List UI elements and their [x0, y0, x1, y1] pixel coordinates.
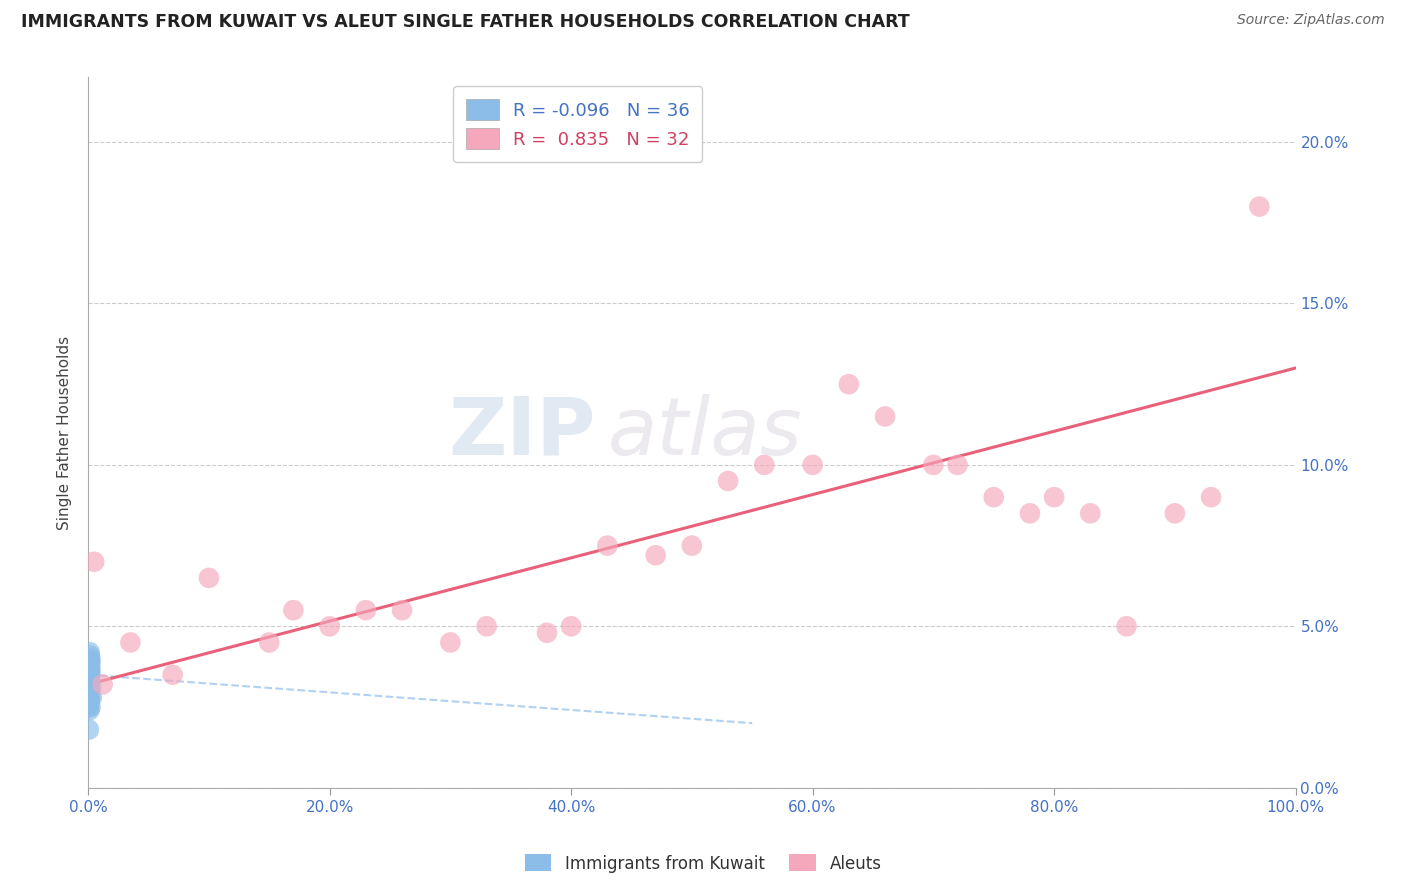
Text: ZIP: ZIP: [449, 393, 595, 472]
Point: [259, 635, 281, 649]
Point: [120, 635, 142, 649]
Point: [77, 677, 100, 691]
Point: [1078, 506, 1101, 520]
Point: [79, 658, 101, 673]
Y-axis label: Single Father Households: Single Father Households: [58, 335, 72, 530]
Point: [79, 671, 101, 685]
Point: [1043, 490, 1066, 504]
Point: [79, 677, 101, 691]
Point: [318, 619, 340, 633]
Point: [1199, 490, 1222, 504]
Point: [79, 648, 101, 663]
Point: [1019, 506, 1042, 520]
Point: [754, 458, 776, 472]
Point: [838, 377, 860, 392]
Point: [198, 571, 221, 585]
Point: [79, 684, 101, 698]
Point: [162, 667, 184, 681]
Point: [79, 658, 101, 673]
Point: [80, 681, 103, 695]
Point: [1249, 200, 1271, 214]
Point: [77, 700, 100, 714]
Point: [983, 490, 1005, 504]
Point: [77, 674, 100, 689]
Point: [596, 539, 619, 553]
Point: [79, 674, 101, 689]
Point: [77, 687, 100, 701]
Point: [77, 684, 100, 698]
Point: [536, 625, 558, 640]
Point: [354, 603, 377, 617]
Point: [77, 687, 100, 701]
Point: [77, 681, 100, 695]
Point: [77, 723, 100, 737]
Point: [79, 671, 101, 685]
Text: atlas: atlas: [607, 393, 801, 472]
Point: [77, 667, 100, 681]
Point: [283, 603, 305, 617]
Point: [922, 458, 945, 472]
Point: [91, 677, 114, 691]
Point: [77, 665, 100, 679]
Point: [79, 703, 101, 717]
Point: [79, 693, 101, 707]
Point: [560, 619, 582, 633]
Point: [79, 661, 101, 675]
Point: [946, 458, 969, 472]
Point: [80, 690, 103, 705]
Point: [79, 645, 101, 659]
Point: [79, 665, 101, 679]
Point: [475, 619, 498, 633]
Point: [1164, 506, 1187, 520]
Point: [83, 555, 105, 569]
Point: [439, 635, 461, 649]
Point: [79, 655, 101, 669]
Point: [77, 697, 100, 711]
Point: [873, 409, 896, 424]
Point: [79, 693, 101, 707]
Point: [644, 549, 666, 563]
Text: Source: ZipAtlas.com: Source: ZipAtlas.com: [1237, 13, 1385, 28]
Point: [79, 690, 101, 705]
Point: [79, 651, 101, 665]
Point: [717, 474, 740, 488]
Point: [681, 539, 703, 553]
Point: [79, 665, 101, 679]
Legend: R = -0.096   N = 36, R =  0.835   N = 32: R = -0.096 N = 36, R = 0.835 N = 32: [453, 87, 703, 161]
Point: [391, 603, 413, 617]
Legend: Immigrants from Kuwait, Aleuts: Immigrants from Kuwait, Aleuts: [517, 847, 889, 880]
Point: [1115, 619, 1137, 633]
Text: IMMIGRANTS FROM KUWAIT VS ALEUT SINGLE FATHER HOUSEHOLDS CORRELATION CHART: IMMIGRANTS FROM KUWAIT VS ALEUT SINGLE F…: [21, 13, 910, 31]
Point: [79, 661, 101, 675]
Point: [79, 667, 101, 681]
Point: [79, 674, 101, 689]
Point: [79, 700, 101, 714]
Point: [801, 458, 824, 472]
Point: [79, 655, 101, 669]
